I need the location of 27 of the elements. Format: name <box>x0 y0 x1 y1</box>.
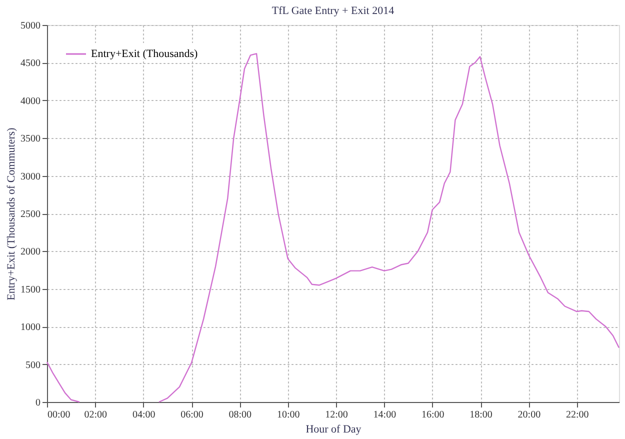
x-tick-label: 22:00 <box>566 410 589 420</box>
y-tick-label: 2000 <box>20 246 40 258</box>
x-tick-label: 18:00 <box>470 410 492 420</box>
y-tick-label: 4500 <box>20 58 40 70</box>
x-tick-label: 10:00 <box>276 410 300 420</box>
y-tick-label: 5000 <box>20 20 40 32</box>
x-tick-label: 04:00 <box>132 410 156 420</box>
x-tick-label: 16:00 <box>421 410 444 420</box>
y-tick-label: 3000 <box>20 171 40 182</box>
y-tick-label: 0 <box>36 398 40 408</box>
x-tick-label: 12:00 <box>325 410 348 420</box>
x-tick-label: 02:00 <box>84 410 108 420</box>
chart-title: TfL Gate Entry + Exit 2014 <box>272 5 395 17</box>
y-tick-label: 1000 <box>20 322 40 334</box>
legend-label: Entry+Exit (Thousands) <box>91 48 198 60</box>
x-tick-label: 20:00 <box>518 410 541 420</box>
x-tick-label: 00:00 <box>48 410 70 420</box>
y-tick-label: 2500 <box>20 209 40 220</box>
x-tick-label: 06:00 <box>180 410 204 420</box>
y-tick-label: 500 <box>26 360 40 371</box>
x-axis-title: Hour of Day <box>306 424 362 436</box>
y-tick-label: 4000 <box>20 96 40 107</box>
y-axis-title: Entry+Exit (Thousands of Commuters) <box>6 127 18 300</box>
x-tick-label: 14:00 <box>373 410 396 420</box>
y-tick-label: 3500 <box>20 134 40 145</box>
y-tick-label: 1500 <box>20 284 40 296</box>
x-tick-label: 08:00 <box>228 410 252 420</box>
